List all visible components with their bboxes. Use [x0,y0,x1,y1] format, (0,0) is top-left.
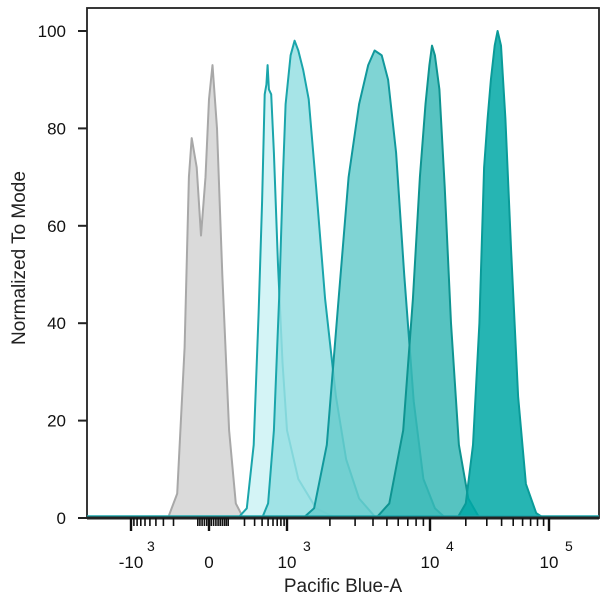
x-tick-exponent: 3 [147,538,155,554]
y-tick-label: 0 [57,509,66,528]
series-layer [87,30,599,519]
x-tick-label: -10 [119,553,144,572]
x-tick-label: 10 [278,553,297,572]
x-axis-title: Pacific Blue-A [284,576,403,597]
histogram-series-5 [375,44,481,519]
histogram-series-1 [167,64,245,519]
y-tick-label: 40 [47,314,66,333]
x-tick-exponent: 5 [565,538,573,554]
x-tick-exponent: 4 [446,538,454,554]
y-tick-label: 20 [47,412,66,431]
y-axis-ticks: 0 20 40 60 80 100 [38,22,87,528]
y-axis-title: Normalized To Mode [9,171,30,345]
x-tick-label: 10 [540,553,559,572]
x-tick-label: 0 [204,553,213,572]
y-tick-label: 80 [47,119,66,138]
x-tick-label: 10 [421,553,440,572]
y-tick-label: 100 [38,22,66,41]
y-tick-label: 60 [47,217,66,236]
x-tick-exponent: 3 [303,538,311,554]
histogram-series-6 [456,30,545,519]
